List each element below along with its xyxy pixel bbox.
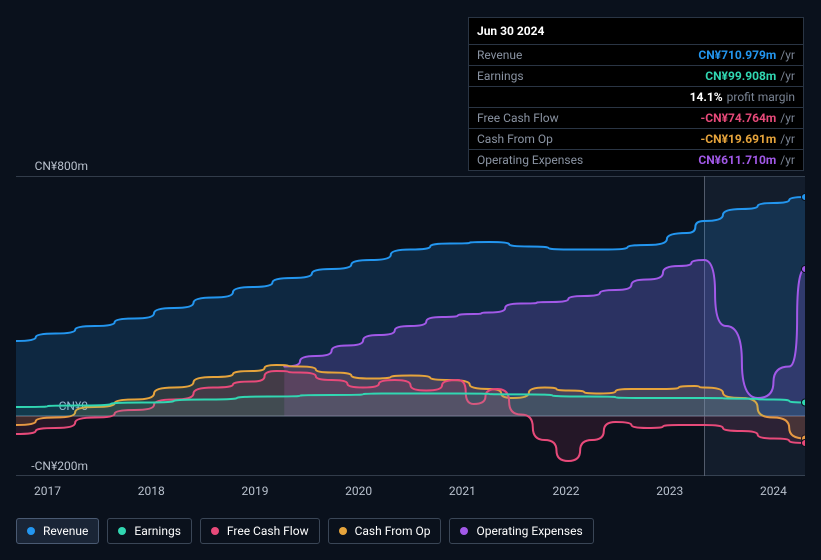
legend-dot-icon [118, 527, 126, 535]
legend-dot-icon [27, 527, 35, 535]
legend-item-label: Free Cash Flow [227, 524, 309, 538]
legend-item-label: Revenue [43, 524, 88, 538]
legend-item-free-cash-flow[interactable]: Free Cash Flow [200, 518, 320, 544]
tooltip-row: 14.1% profit margin [469, 86, 803, 107]
x-axis-label: 2022 [553, 484, 580, 498]
x-axis-label: 2017 [34, 484, 61, 498]
legend-item-revenue[interactable]: Revenue [16, 518, 99, 544]
tooltip-row: EarningsCN¥99.908m/yr [469, 65, 803, 86]
x-axis-label: 2024 [760, 484, 787, 498]
tooltip-row-label: Earnings [477, 69, 705, 83]
tooltip-row-suffix: /yr [780, 48, 795, 62]
y-axis-label: CN¥800m [18, 159, 88, 173]
tooltip-row-value: -CN¥19.691m [701, 132, 777, 146]
tooltip-row-label: Cash From Op [477, 132, 701, 146]
x-axis-label: 2018 [138, 484, 165, 498]
tooltip-row: Operating ExpensesCN¥611.710m/yr [469, 149, 803, 170]
legend-item-label: Earnings [134, 524, 181, 538]
legend-item-earnings[interactable]: Earnings [107, 518, 192, 544]
x-axis-label: 2023 [656, 484, 683, 498]
x-axis-label: 2021 [449, 484, 476, 498]
tooltip-row-value: 14.1% [690, 90, 723, 104]
tooltip-row-label: Free Cash Flow [477, 111, 701, 125]
tooltip-row-value: CN¥710.979m [698, 48, 776, 62]
tooltip-date: Jun 30 2024 [469, 18, 803, 44]
tooltip-row-suffix: profit margin [727, 90, 795, 104]
chart-legend: Revenue Earnings Free Cash Flow Cash From O… [16, 518, 594, 544]
tooltip-row: RevenueCN¥710.979m/yr [469, 44, 803, 65]
legend-item-label: Operating Expenses [476, 524, 582, 538]
legend-dot-icon [460, 527, 468, 535]
chart-plot[interactable] [16, 176, 805, 476]
legend-item-operating-expenses[interactable]: Operating Expenses [449, 518, 593, 544]
legend-item-cash-from-op[interactable]: Cash From Op [328, 518, 442, 544]
tooltip-row-suffix: /yr [780, 153, 795, 167]
tooltip-row-value: -CN¥74.764m [701, 111, 777, 125]
tooltip-row-label: Revenue [477, 48, 698, 62]
tooltip-row-suffix: /yr [780, 111, 795, 125]
tooltip-row: Cash From Op-CN¥19.691m/yr [469, 128, 803, 149]
legend-dot-icon [339, 527, 347, 535]
legend-item-label: Cash From Op [355, 524, 431, 538]
tooltip-row-suffix: /yr [780, 132, 795, 146]
tooltip-row: Free Cash Flow-CN¥74.764m/yr [469, 107, 803, 128]
x-axis-label: 2020 [345, 484, 372, 498]
tooltip-row-suffix: /yr [780, 69, 795, 83]
chart-tooltip: Jun 30 2024 RevenueCN¥710.979m/yrEarning… [468, 17, 804, 171]
chart-container: Jun 30 2024 RevenueCN¥710.979m/yrEarning… [0, 0, 821, 560]
x-axis-label: 2019 [241, 484, 268, 498]
tooltip-row-label: Operating Expenses [477, 153, 698, 167]
tooltip-row-value: CN¥99.908m [705, 69, 776, 83]
legend-dot-icon [211, 527, 219, 535]
tooltip-row-value: CN¥611.710m [698, 153, 776, 167]
